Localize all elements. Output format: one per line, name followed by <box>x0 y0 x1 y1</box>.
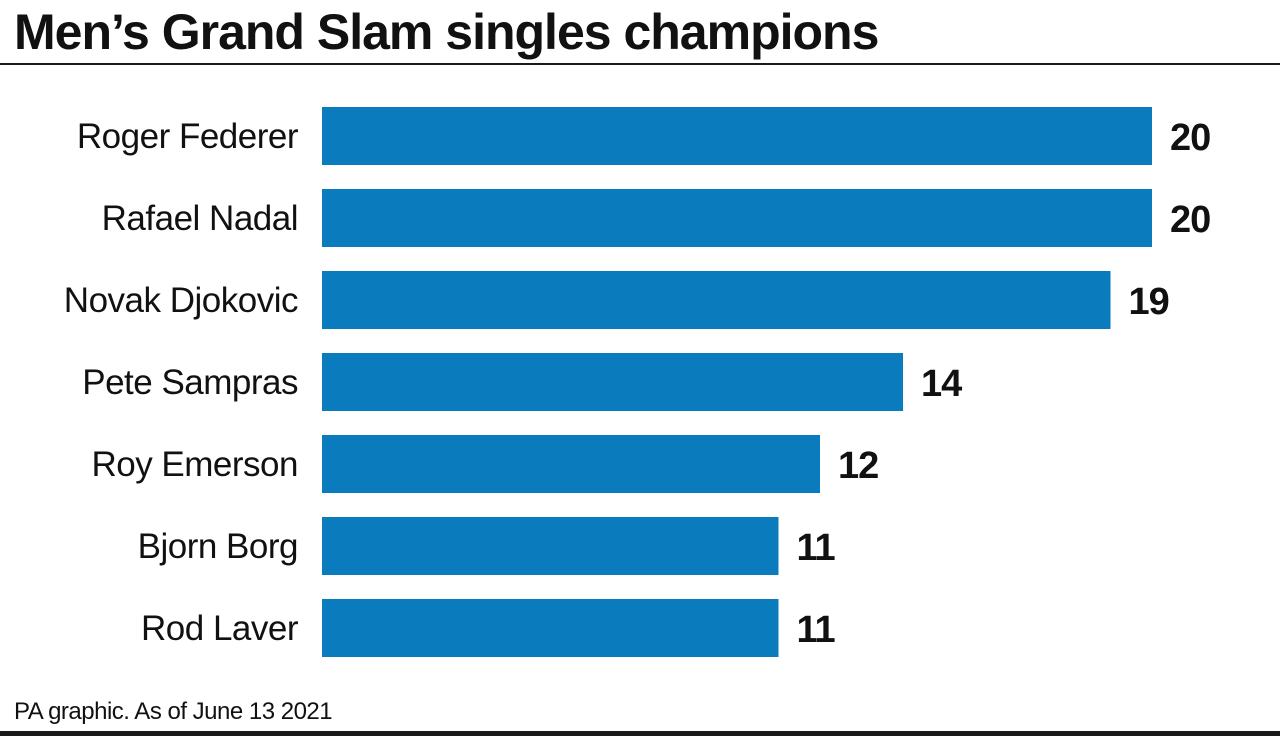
category-label: Rod Laver <box>141 609 299 648</box>
title-divider <box>0 63 1280 65</box>
value-label: 11 <box>797 527 836 569</box>
category-label: Novak Djokovic <box>64 281 298 320</box>
category-label: Rafael Nadal <box>102 199 298 238</box>
bar <box>322 353 903 411</box>
value-label: 20 <box>1170 117 1210 159</box>
source-note: PA graphic. As of June 13 2021 <box>14 698 333 725</box>
bottom-divider <box>0 731 1280 736</box>
value-label: 19 <box>1129 281 1169 323</box>
bar <box>322 599 779 657</box>
value-label: 12 <box>838 445 878 487</box>
bar <box>322 107 1152 165</box>
bar <box>322 435 820 493</box>
category-label: Roger Federer <box>77 117 299 156</box>
value-label: 14 <box>921 363 962 405</box>
category-label: Roy Emerson <box>91 445 298 484</box>
bar <box>322 271 1111 329</box>
value-label: 11 <box>797 609 836 651</box>
bar <box>322 517 779 575</box>
bar-chart: Roger Federer 20 Rafael Nadal 20 Novak Djoko… <box>64 107 1211 657</box>
chart-title: Men’s Grand Slam singles champions <box>14 4 879 60</box>
bar <box>322 189 1152 247</box>
value-label: 20 <box>1170 199 1210 241</box>
category-label: Bjorn Borg <box>138 527 298 566</box>
category-label: Pete Sampras <box>82 363 298 402</box>
